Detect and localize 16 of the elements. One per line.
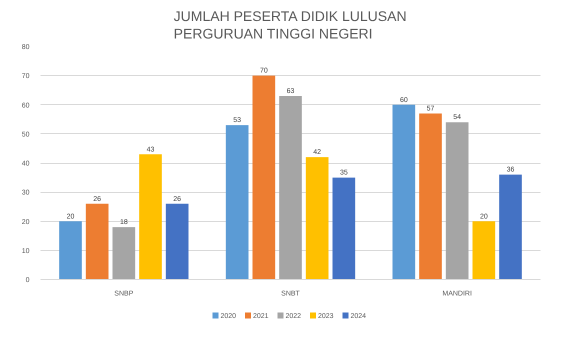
bar xyxy=(446,122,468,280)
bar xyxy=(59,221,82,280)
bar xyxy=(392,104,416,280)
bar xyxy=(139,154,162,280)
bar xyxy=(252,76,276,280)
bar xyxy=(86,204,108,280)
bar xyxy=(279,96,302,280)
bar xyxy=(419,113,442,280)
bar xyxy=(166,204,188,280)
bar xyxy=(332,178,356,280)
bar xyxy=(226,125,248,280)
bar xyxy=(499,174,522,280)
bar xyxy=(112,227,136,280)
bar xyxy=(306,157,328,280)
bar xyxy=(472,221,496,280)
chart-title: JUMLAH PESERTA DIDIK LULUSAN PERGURUAN TINGGI NEGERI xyxy=(174,8,407,42)
